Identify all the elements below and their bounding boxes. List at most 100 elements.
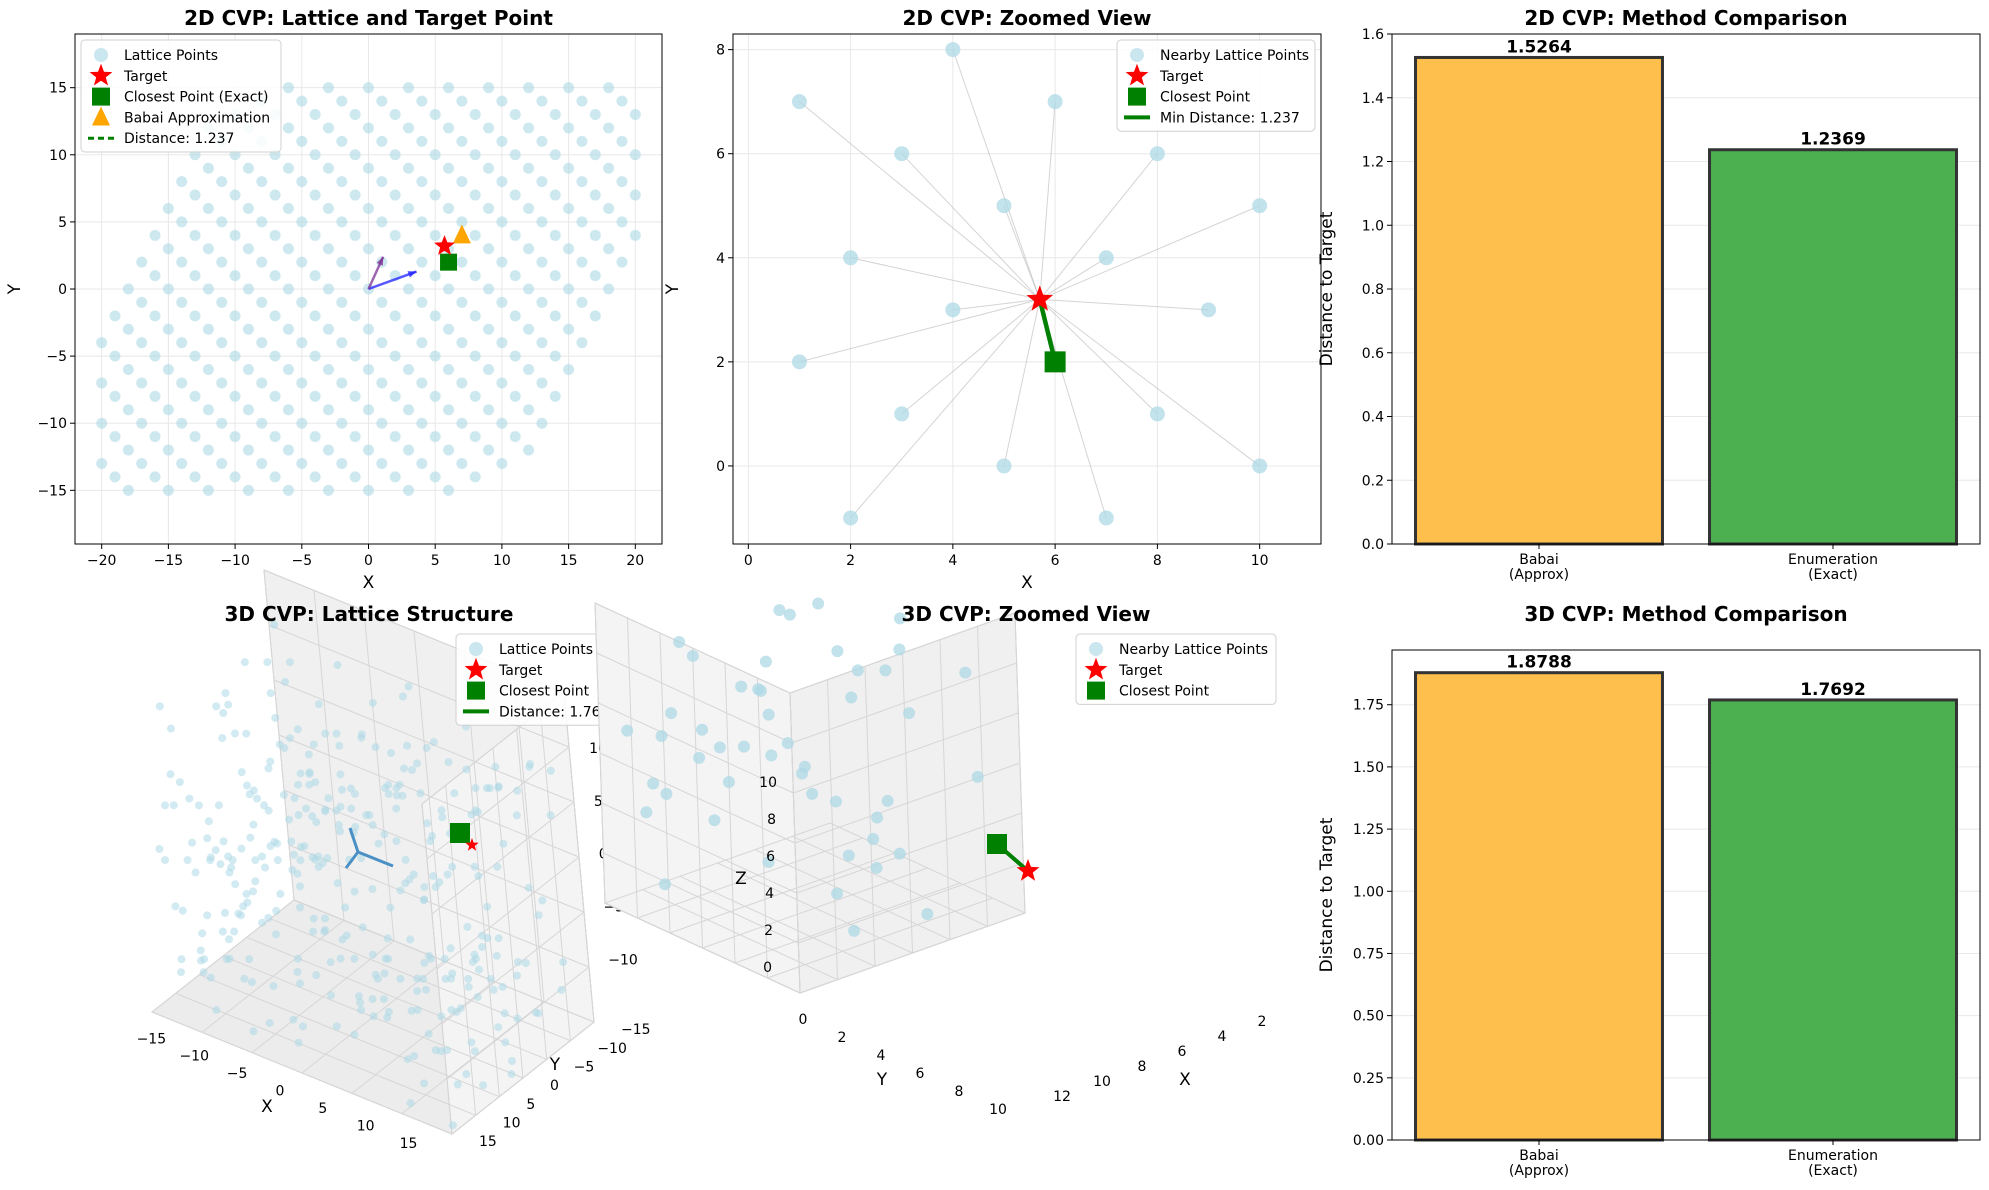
- lattice-point: [349, 109, 361, 121]
- lattice-point: [443, 404, 455, 416]
- lattice-point: [870, 861, 883, 874]
- lattice-point: [251, 856, 260, 865]
- lattice-point: [499, 839, 508, 848]
- lattice-point: [314, 862, 323, 871]
- x-tick-label: 0: [275, 1084, 284, 1100]
- connector-line: [850, 299, 1041, 519]
- lattice-point: [256, 296, 268, 308]
- legend-closest-marker: [92, 87, 110, 106]
- lattice-point: [509, 350, 521, 362]
- lattice-point: [403, 404, 415, 416]
- grid3d-line: [594, 602, 791, 694]
- lattice-point: [389, 471, 401, 483]
- lattice-point: [211, 846, 220, 855]
- chart-title: 3D CVP: Method Comparison: [1524, 602, 1847, 626]
- lattice-point: [336, 337, 348, 349]
- connector-line: [850, 257, 1040, 300]
- connector-line: [1039, 298, 1209, 311]
- x-axis-label: X: [261, 1097, 273, 1117]
- lattice-point: [655, 729, 668, 742]
- lattice-point: [380, 969, 389, 978]
- lattice-point: [356, 998, 365, 1007]
- lattice-point: [371, 743, 380, 752]
- lattice-point: [376, 216, 388, 228]
- lattice-point: [546, 766, 555, 775]
- lattice-point: [261, 863, 270, 872]
- lattice-point: [384, 780, 393, 789]
- lattice-point: [437, 1047, 446, 1056]
- lattice-point: [549, 229, 561, 241]
- lattice-point: [161, 801, 170, 810]
- lattice-point: [464, 974, 473, 983]
- lattice-point: [269, 229, 281, 241]
- lattice-point: [166, 770, 175, 779]
- lattice-point: [349, 310, 361, 322]
- lattice-point: [296, 979, 305, 988]
- lattice-point: [296, 337, 308, 349]
- lattice-point: [109, 310, 121, 322]
- lattice-point: [762, 856, 775, 869]
- lattice-point: [336, 770, 345, 779]
- lattice-point: [218, 734, 227, 743]
- lattice-point: [418, 974, 427, 983]
- lattice-point: [416, 135, 428, 147]
- x-tick-label: 0: [744, 553, 753, 569]
- lattice-point: [305, 769, 314, 778]
- basis-vector-2-head: [376, 256, 384, 266]
- lattice-point: [276, 889, 285, 898]
- lattice-point: [320, 927, 329, 936]
- lattice-point: [198, 929, 207, 938]
- lattice-point: [122, 364, 134, 376]
- lattice-point: [245, 955, 254, 964]
- lattice-point: [616, 256, 628, 268]
- lattice-point: [189, 189, 201, 201]
- lattice-point: [136, 296, 148, 308]
- lattice-point: [456, 296, 468, 308]
- x-tick-label: Enumeration: [1788, 1148, 1878, 1164]
- lattice-point: [471, 784, 480, 793]
- lattice-point: [521, 958, 530, 967]
- lattice-point: [523, 283, 535, 295]
- lattice-point: [443, 870, 452, 879]
- lattice-point: [467, 810, 476, 819]
- lattice-point: [429, 149, 441, 161]
- lattice-point: [282, 484, 294, 496]
- lattice-point: [309, 431, 321, 443]
- connector-line: [1003, 299, 1041, 467]
- lattice-point: [322, 243, 334, 255]
- lattice-point: [435, 878, 444, 887]
- lattice-point: [369, 1012, 378, 1021]
- lattice-point: [237, 844, 246, 853]
- legend-label: Closest Point: [1119, 684, 1210, 700]
- lattice-point: [401, 879, 410, 888]
- lattice-point: [166, 724, 175, 733]
- y-tick-label: 1.50: [1353, 760, 1384, 776]
- target-marker: [1016, 859, 1040, 881]
- lattice-point: [416, 216, 428, 228]
- lattice-point: [296, 135, 308, 147]
- lattice-point: [376, 296, 388, 308]
- lattice-point: [509, 310, 521, 322]
- lattice-point: [395, 780, 404, 789]
- lattice-point: [309, 914, 318, 923]
- lattice-point: [783, 608, 796, 621]
- lattice-point: [483, 283, 495, 295]
- y-tick-label: 4: [716, 251, 725, 267]
- lattice-point: [185, 794, 194, 803]
- lattice-point: [285, 815, 294, 824]
- lattice-point: [1252, 458, 1268, 474]
- connector-line: [799, 101, 1041, 300]
- lattice-point: [293, 869, 302, 878]
- lattice-point: [177, 955, 186, 964]
- lattice-point: [380, 830, 389, 839]
- lattice-point: [363, 323, 374, 335]
- connector-line: [1039, 101, 1056, 300]
- closest-point-marker: [440, 253, 458, 271]
- lattice-point: [456, 176, 468, 188]
- lattice-point: [781, 737, 794, 750]
- lattice-point: [240, 974, 249, 983]
- lattice-point: [176, 968, 185, 977]
- x-tick-label: −5: [227, 1066, 248, 1082]
- lattice-point: [338, 935, 347, 944]
- lattice-point: [220, 908, 229, 917]
